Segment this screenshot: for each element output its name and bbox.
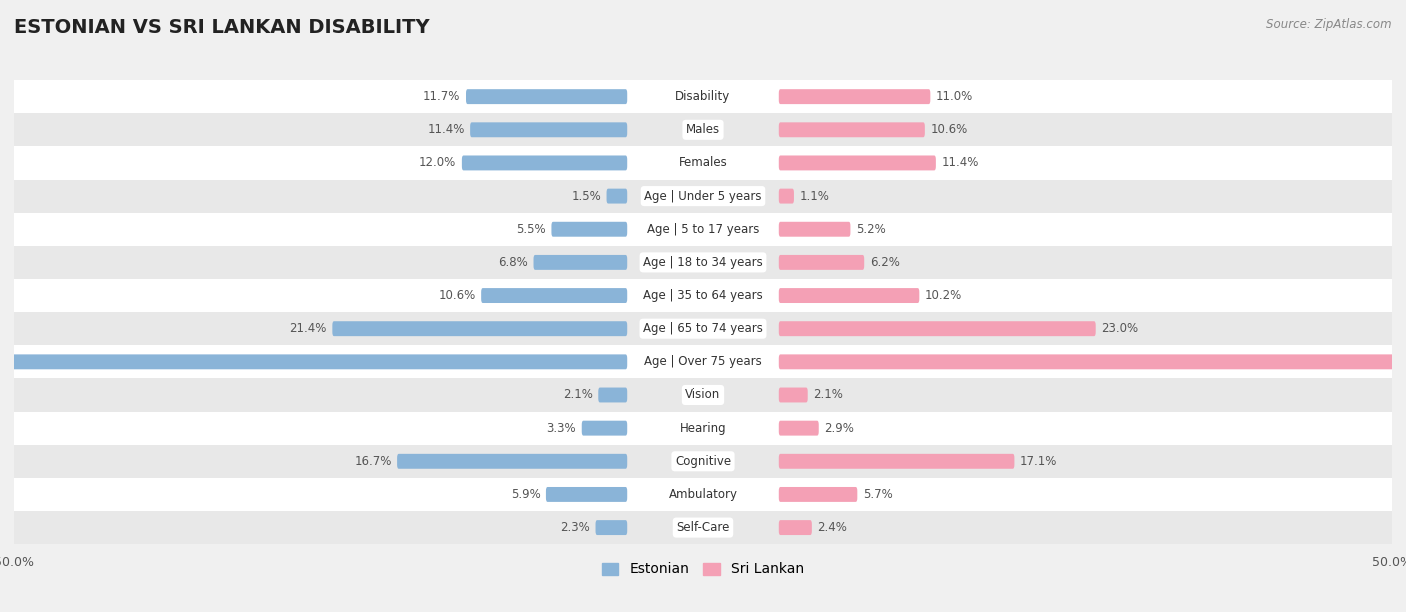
Text: Age | 35 to 64 years: Age | 35 to 64 years <box>643 289 763 302</box>
FancyBboxPatch shape <box>582 420 627 436</box>
FancyBboxPatch shape <box>779 222 851 237</box>
Text: 5.9%: 5.9% <box>510 488 540 501</box>
FancyBboxPatch shape <box>14 113 1392 146</box>
Text: 23.0%: 23.0% <box>1101 322 1139 335</box>
FancyBboxPatch shape <box>14 345 1392 378</box>
Text: 2.1%: 2.1% <box>562 389 593 401</box>
FancyBboxPatch shape <box>14 411 1392 445</box>
Text: 11.0%: 11.0% <box>936 90 973 103</box>
Text: 2.9%: 2.9% <box>824 422 853 435</box>
Text: Vision: Vision <box>685 389 721 401</box>
FancyBboxPatch shape <box>551 222 627 237</box>
Text: 11.4%: 11.4% <box>427 123 464 136</box>
Legend: Estonian, Sri Lankan: Estonian, Sri Lankan <box>596 557 810 582</box>
FancyBboxPatch shape <box>606 188 627 204</box>
Text: 5.5%: 5.5% <box>516 223 546 236</box>
FancyBboxPatch shape <box>596 520 627 535</box>
FancyBboxPatch shape <box>779 454 1014 469</box>
Text: 17.1%: 17.1% <box>1019 455 1057 468</box>
FancyBboxPatch shape <box>14 445 1392 478</box>
Text: Cognitive: Cognitive <box>675 455 731 468</box>
Text: 2.1%: 2.1% <box>813 389 844 401</box>
Text: Age | 18 to 34 years: Age | 18 to 34 years <box>643 256 763 269</box>
FancyBboxPatch shape <box>14 511 1392 544</box>
FancyBboxPatch shape <box>779 122 925 137</box>
FancyBboxPatch shape <box>779 487 858 502</box>
Text: Age | 5 to 17 years: Age | 5 to 17 years <box>647 223 759 236</box>
Text: 10.6%: 10.6% <box>931 123 967 136</box>
FancyBboxPatch shape <box>14 312 1392 345</box>
FancyBboxPatch shape <box>779 387 807 403</box>
FancyBboxPatch shape <box>779 288 920 303</box>
Text: Males: Males <box>686 123 720 136</box>
FancyBboxPatch shape <box>779 255 865 270</box>
FancyBboxPatch shape <box>396 454 627 469</box>
FancyBboxPatch shape <box>481 288 627 303</box>
FancyBboxPatch shape <box>779 321 1095 336</box>
Text: Females: Females <box>679 157 727 170</box>
FancyBboxPatch shape <box>599 387 627 403</box>
Text: 6.2%: 6.2% <box>870 256 900 269</box>
Text: Age | Under 5 years: Age | Under 5 years <box>644 190 762 203</box>
Text: 11.7%: 11.7% <box>423 90 461 103</box>
FancyBboxPatch shape <box>779 420 818 436</box>
Text: Disability: Disability <box>675 90 731 103</box>
FancyBboxPatch shape <box>779 520 811 535</box>
Text: 5.2%: 5.2% <box>856 223 886 236</box>
FancyBboxPatch shape <box>461 155 627 170</box>
FancyBboxPatch shape <box>332 321 627 336</box>
Text: 11.4%: 11.4% <box>942 157 979 170</box>
Text: Age | 65 to 74 years: Age | 65 to 74 years <box>643 322 763 335</box>
Text: ESTONIAN VS SRI LANKAN DISABILITY: ESTONIAN VS SRI LANKAN DISABILITY <box>14 18 430 37</box>
Text: 10.2%: 10.2% <box>925 289 962 302</box>
FancyBboxPatch shape <box>465 89 627 104</box>
Text: 2.4%: 2.4% <box>817 521 848 534</box>
Text: 1.5%: 1.5% <box>571 190 600 203</box>
FancyBboxPatch shape <box>14 378 1392 411</box>
Text: 5.7%: 5.7% <box>863 488 893 501</box>
FancyBboxPatch shape <box>0 354 627 369</box>
Text: 6.8%: 6.8% <box>498 256 529 269</box>
Text: 2.3%: 2.3% <box>560 521 591 534</box>
Text: Age | Over 75 years: Age | Over 75 years <box>644 356 762 368</box>
FancyBboxPatch shape <box>14 146 1392 179</box>
Text: 3.3%: 3.3% <box>547 422 576 435</box>
FancyBboxPatch shape <box>546 487 627 502</box>
Text: 1.1%: 1.1% <box>800 190 830 203</box>
FancyBboxPatch shape <box>14 212 1392 246</box>
FancyBboxPatch shape <box>779 89 931 104</box>
Text: 16.7%: 16.7% <box>354 455 392 468</box>
FancyBboxPatch shape <box>470 122 627 137</box>
FancyBboxPatch shape <box>14 246 1392 279</box>
Text: Ambulatory: Ambulatory <box>668 488 738 501</box>
Text: Hearing: Hearing <box>679 422 727 435</box>
Text: 12.0%: 12.0% <box>419 157 457 170</box>
FancyBboxPatch shape <box>779 155 936 170</box>
Text: Source: ZipAtlas.com: Source: ZipAtlas.com <box>1267 18 1392 31</box>
Text: 10.6%: 10.6% <box>439 289 475 302</box>
Text: Self-Care: Self-Care <box>676 521 730 534</box>
FancyBboxPatch shape <box>779 354 1406 369</box>
FancyBboxPatch shape <box>14 279 1392 312</box>
FancyBboxPatch shape <box>533 255 627 270</box>
FancyBboxPatch shape <box>14 179 1392 212</box>
FancyBboxPatch shape <box>14 478 1392 511</box>
FancyBboxPatch shape <box>779 188 794 204</box>
Text: 21.4%: 21.4% <box>290 322 326 335</box>
FancyBboxPatch shape <box>14 80 1392 113</box>
